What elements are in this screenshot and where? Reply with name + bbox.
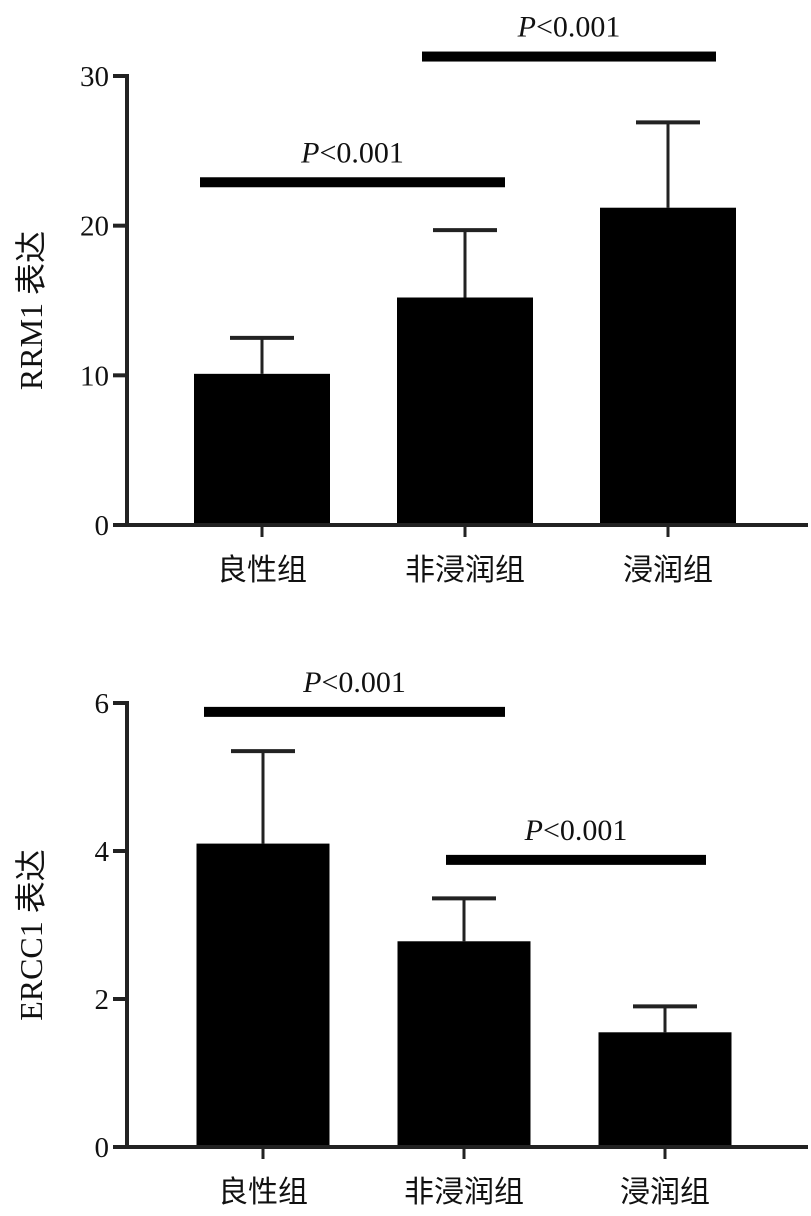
significance-bar: [204, 706, 505, 717]
x-tick-label: 良性组: [218, 1176, 308, 1209]
y-tick-label: 0: [95, 510, 110, 542]
x-tick-label: 非浸润组: [405, 554, 525, 587]
significance-label: P<0.001: [517, 11, 621, 44]
p-symbol: P: [524, 814, 543, 847]
y-axis-label: ERCC1 表达: [13, 849, 49, 1021]
significance-bar: [200, 177, 505, 188]
bar: [600, 207, 736, 525]
p-symbol: P: [300, 136, 319, 169]
y-tick-label: 20: [80, 211, 109, 243]
significance-bar: [446, 854, 706, 865]
y-tick-label: 0: [95, 1132, 110, 1164]
x-tick-label: 浸润组: [623, 554, 713, 587]
y-tick-label: 4: [95, 836, 110, 868]
bar: [397, 941, 531, 1147]
x-tick-label: 良性组: [217, 554, 307, 587]
bar: [196, 843, 330, 1147]
significance-label: P<0.001: [524, 814, 628, 847]
p-value: <0.001: [319, 136, 403, 169]
bar: [397, 297, 533, 525]
y-tick-label: 30: [80, 61, 109, 93]
x-tick-label: 非浸润组: [404, 1176, 524, 1209]
p-symbol: P: [517, 11, 536, 44]
y-axis-label: RRM1 表达: [13, 231, 49, 390]
p-symbol: P: [302, 666, 321, 699]
p-value: <0.001: [536, 11, 620, 44]
bar: [598, 1032, 732, 1147]
p-value: <0.001: [321, 666, 405, 699]
x-tick-label: 浸润组: [620, 1176, 710, 1209]
significance-bar: [422, 51, 716, 62]
significance-label: P<0.001: [302, 666, 406, 699]
y-tick-label: 2: [95, 984, 110, 1016]
bar: [194, 373, 330, 525]
y-tick-label: 6: [95, 688, 110, 720]
y-tick-label: 10: [80, 360, 109, 392]
significance-label: P<0.001: [300, 136, 404, 169]
p-value: <0.001: [543, 814, 627, 847]
